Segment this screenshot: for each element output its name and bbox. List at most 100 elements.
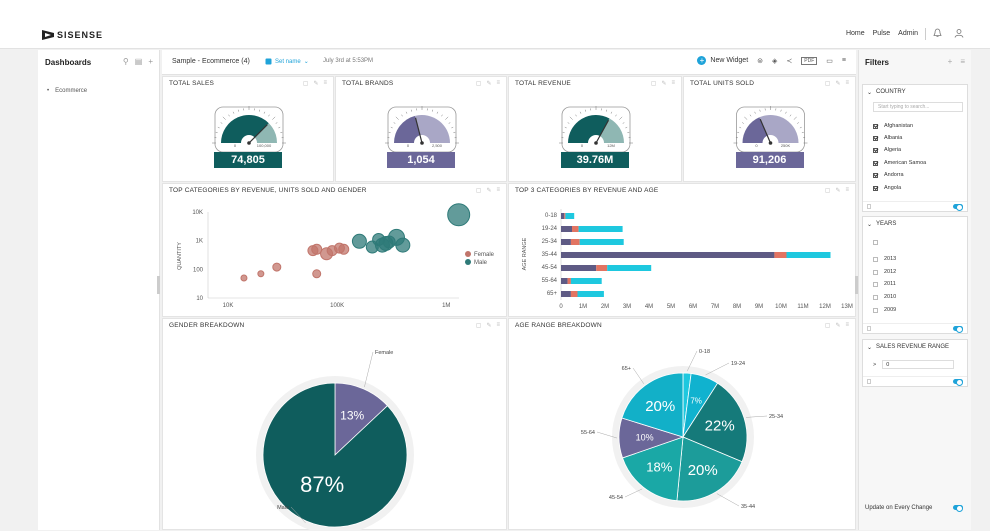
trash-icon[interactable] xyxy=(867,379,871,384)
x-tick-label: 2M xyxy=(601,304,609,310)
filter-option[interactable]: 2011 xyxy=(873,281,896,287)
present-icon[interactable]: ▭ xyxy=(826,57,833,65)
x-tick-label: 4M xyxy=(645,304,653,310)
filter-funnel-icon[interactable]: ⊜ xyxy=(757,57,763,65)
filter-header[interactable]: ⌄SALES REVENUE RANGE xyxy=(867,344,949,351)
scatter-point xyxy=(339,244,349,254)
filter-toggle[interactable] xyxy=(953,379,963,384)
filter-label: YEARS xyxy=(876,221,896,228)
trash-icon[interactable] xyxy=(867,326,871,331)
y-tick-label: 25-34 xyxy=(542,239,558,245)
pdf-export-button[interactable]: PDF xyxy=(801,57,817,65)
pie-value-label: 18% xyxy=(646,460,672,475)
dashboard-item-ecommerce[interactable]: • Ecommerce xyxy=(47,88,87,94)
checkbox[interactable] xyxy=(873,148,878,153)
share-icon[interactable]: ≺ xyxy=(786,57,792,65)
filter-years: ⌄YEARS 2013 2012 2011 2010 2009 xyxy=(862,216,968,334)
bar-segment xyxy=(571,239,580,245)
pie-category-label: Male xyxy=(277,505,289,511)
bar-segment xyxy=(564,213,565,219)
bell-icon[interactable] xyxy=(933,28,942,38)
checkbox[interactable] xyxy=(873,161,878,166)
paint-icon[interactable]: ◈ xyxy=(772,57,777,65)
menu-icon[interactable]: ≡ xyxy=(960,57,965,66)
range-value-input[interactable]: 0 xyxy=(882,360,954,369)
filter-footer xyxy=(863,201,967,211)
gauge-max-label: 2,500 xyxy=(432,143,443,148)
filter-header[interactable]: ⌄COUNTRY xyxy=(867,89,906,96)
checkbox[interactable] xyxy=(873,295,878,300)
y-tick-label: 35-44 xyxy=(542,252,558,258)
checkbox[interactable] xyxy=(873,308,878,313)
y-tick-label: 1K xyxy=(196,239,203,245)
pie-value-label: 20% xyxy=(645,398,675,415)
option-label: Albania xyxy=(884,135,902,141)
checkbox[interactable] xyxy=(873,173,878,178)
y-axis-label: QUANTITY xyxy=(177,242,183,270)
dashboards-panel: Dashboards ⚲ ▤ + • Ecommerce xyxy=(38,50,160,530)
operator-label[interactable]: > xyxy=(873,362,876,368)
checkbox[interactable] xyxy=(873,136,878,141)
gauge-max-label: 12M xyxy=(607,143,615,148)
filters-panel: Filters + ≡ ⌄COUNTRY Start typing to sea… xyxy=(858,50,971,530)
add-filter-icon[interactable]: + xyxy=(948,57,953,66)
filter-option[interactable]: 2013 xyxy=(873,256,896,262)
filter-option[interactable]: 2009 xyxy=(873,307,896,313)
select-all-option[interactable] xyxy=(873,240,878,245)
menu-icon[interactable]: ≡ xyxy=(842,57,846,64)
filter-option[interactable]: Algeria xyxy=(873,147,901,153)
filter-option[interactable]: Angola xyxy=(873,185,901,191)
option-label: 2009 xyxy=(884,307,896,313)
dashboard-title: Sample - Ecommerce (4) xyxy=(172,58,250,65)
widget-top-categories: TOP CATEGORIES BY REVENUE, UNITS SOLD AN… xyxy=(162,183,507,317)
logo-text: SISENSE xyxy=(57,30,103,40)
filter-option[interactable]: 2010 xyxy=(873,294,896,300)
filter-option[interactable]: 2012 xyxy=(873,269,896,275)
pie-category-label: 35-44 xyxy=(741,504,755,510)
add-icon[interactable]: + xyxy=(148,57,153,66)
age-pie-chart: 0-187%19-2422%25-3420%35-4418%45-5410%55… xyxy=(509,319,857,531)
checkbox[interactable] xyxy=(873,270,878,275)
update-on-change-toggle[interactable] xyxy=(953,505,963,510)
country-search-input[interactable]: Start typing to search... xyxy=(873,102,963,112)
x-tick-label: 10K xyxy=(223,303,234,309)
filter-option[interactable]: Afghanistan xyxy=(873,123,913,129)
nav-admin[interactable]: Admin xyxy=(898,30,918,37)
trash-icon[interactable] xyxy=(867,204,871,209)
bar-segment xyxy=(561,226,572,232)
filter-option[interactable]: Andorra xyxy=(873,172,904,178)
dashboards-title: Dashboards xyxy=(45,58,91,67)
checkbox[interactable] xyxy=(873,257,878,262)
filter-toggle[interactable] xyxy=(953,326,963,331)
user-icon[interactable] xyxy=(954,28,964,38)
new-widget-button[interactable]: + New Widget xyxy=(697,56,748,65)
y-axis-label: AGE RANGE xyxy=(522,237,528,270)
legend-swatch xyxy=(465,251,471,257)
filter-option[interactable]: American Samoa xyxy=(873,160,926,166)
checkbox[interactable] xyxy=(873,282,878,287)
dashboard-toolbar: Sample - Ecommerce (4) Set name ⌄ July 3… xyxy=(162,50,856,75)
filter-sales-revenue-range: ⌄SALES REVENUE RANGE > 0 xyxy=(862,339,968,387)
checkbox[interactable] xyxy=(873,124,878,129)
set-name-dropdown[interactable]: Set name ⌄ xyxy=(265,58,309,65)
nav-home[interactable]: Home xyxy=(846,30,865,37)
filter-country: ⌄COUNTRY Start typing to search... Afgha… xyxy=(862,84,968,212)
top-nav: Home Pulse Admin xyxy=(846,30,918,37)
gauge-value: 39.76M xyxy=(561,152,629,168)
filter-header[interactable]: ⌄YEARS xyxy=(867,221,896,228)
filter-option[interactable]: Albania xyxy=(873,135,902,141)
scatter-point xyxy=(241,275,247,281)
checkbox[interactable] xyxy=(873,186,878,191)
chevron-down-icon: ⌄ xyxy=(304,58,309,65)
bar-segment xyxy=(565,213,574,219)
nav-pulse[interactable]: Pulse xyxy=(873,30,891,37)
checkbox[interactable] xyxy=(873,240,878,245)
left-resize-handle[interactable] xyxy=(157,276,160,294)
folder-icon[interactable]: ▤ xyxy=(135,57,143,66)
x-tick-label: 9M xyxy=(755,304,763,310)
filter-label: SALES REVENUE RANGE xyxy=(876,344,949,351)
search-icon[interactable]: ⚲ xyxy=(123,57,129,66)
sisense-logo[interactable]: SISENSE xyxy=(42,29,103,41)
filter-toggle[interactable] xyxy=(953,204,963,209)
